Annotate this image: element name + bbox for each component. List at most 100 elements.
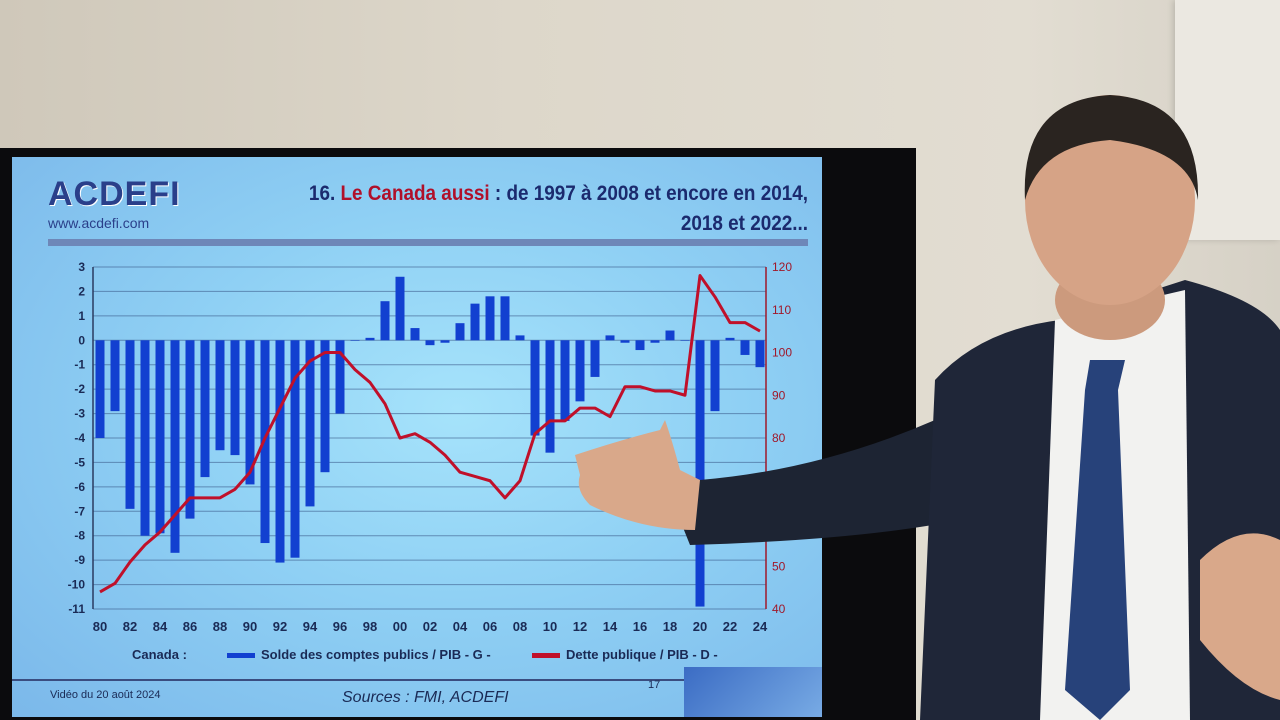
bar (575, 340, 585, 402)
y-left-tick-label: -2 (74, 382, 85, 396)
bar (170, 340, 180, 553)
y-right-tick-label: 110 (772, 303, 791, 317)
legend-label: Dette publique / PIB - D - (566, 647, 718, 662)
bar (350, 340, 360, 341)
debt-line (99, 274, 761, 594)
y-right-tick-label: 90 (772, 388, 786, 402)
y-left-tick-label: -3 (74, 407, 85, 421)
bar (125, 340, 135, 509)
x-tick-label: 02 (423, 619, 437, 634)
bar (95, 340, 105, 438)
y-right-tick-label: 50 (772, 559, 786, 573)
bar (275, 340, 285, 563)
bar (500, 296, 510, 341)
bar (740, 340, 750, 355)
bar (140, 340, 150, 536)
bar (200, 340, 210, 478)
y-left-tick-label: 3 (78, 260, 85, 274)
x-tick-label: 96 (333, 619, 347, 634)
x-tick-label: 04 (453, 619, 468, 634)
bar (680, 340, 690, 341)
presenter-hand (575, 420, 700, 530)
y-right-tick-label: 100 (772, 346, 792, 360)
bar (545, 340, 555, 453)
bar (215, 340, 225, 451)
presentation-slide: ACDEFI www.acdefi.com 16. Le Canada auss… (12, 157, 822, 717)
y-right-tick-label: 120 (772, 260, 792, 274)
globe-graphic (684, 667, 822, 717)
title-divider (48, 239, 808, 246)
legend-label: Solde des comptes publics / PIB - G - (261, 647, 491, 662)
y-left-tick-label: -6 (74, 480, 85, 494)
bar (530, 340, 540, 436)
sources: Sources : FMI, ACDEFI (342, 689, 509, 706)
y-left-tick-label: -1 (74, 358, 85, 372)
bar (230, 340, 240, 456)
y-left-tick-label: -8 (74, 529, 85, 543)
x-tick-label: 94 (303, 619, 318, 634)
bar (605, 335, 615, 341)
x-tick-label: 80 (93, 619, 107, 634)
bar (620, 340, 630, 343)
bar (650, 340, 660, 343)
bar (335, 340, 345, 414)
title-number: 16. (308, 182, 336, 205)
title-rest: : de 1997 à 2008 et encore en 2014, (494, 182, 808, 205)
bar (110, 340, 120, 412)
x-tick-label: 20 (693, 619, 707, 634)
video-date: Vidéo du 20 août 2024 (50, 689, 161, 701)
legend-item-debt: Dette publique / PIB - D - (532, 647, 718, 662)
x-tick-label: 06 (483, 619, 497, 634)
bar (560, 340, 570, 421)
bar (485, 296, 495, 341)
legend-item-balance: Solde des comptes publics / PIB - G - (227, 647, 491, 662)
presenter-right-hand (1200, 533, 1280, 700)
x-tick-label: 16 (633, 619, 647, 634)
x-tick-label: 22 (723, 619, 737, 634)
bar (155, 340, 165, 534)
y-left-tick-label: -9 (74, 553, 85, 567)
x-tick-label: 90 (243, 619, 257, 634)
bar (290, 340, 300, 558)
bar (320, 340, 330, 473)
y-left-tick-label: 2 (78, 284, 85, 298)
x-tick-label: 18 (663, 619, 677, 634)
legend-swatch-line (532, 653, 560, 659)
y-left-tick-label: 1 (78, 309, 85, 323)
bar (410, 328, 420, 341)
logo-url: www.acdefi.com (48, 215, 150, 231)
bar (185, 340, 195, 519)
footer-divider (12, 679, 712, 681)
x-tick-label: 82 (123, 619, 137, 634)
y-left-tick-label: 0 (78, 333, 85, 347)
bar (380, 301, 390, 341)
legend-prefix: Canada : (132, 647, 187, 662)
y-right-tick-label: 40 (772, 602, 786, 616)
bar (365, 337, 375, 341)
slide-title: 16. Le Canada aussi : de 1997 à 2008 et … (232, 179, 808, 239)
bar (305, 340, 315, 507)
x-tick-label: 00 (393, 619, 407, 634)
legend-swatch-bar (227, 653, 255, 659)
bar (725, 337, 735, 341)
bar (755, 340, 765, 368)
x-tick-label: 14 (603, 619, 618, 634)
bar (425, 340, 435, 346)
x-tick-label: 84 (153, 619, 168, 634)
y-left-tick-label: -7 (74, 504, 85, 518)
bar (440, 340, 450, 343)
bar (635, 340, 645, 351)
bar (515, 335, 525, 341)
y-left-tick-label: -10 (68, 578, 86, 592)
title-highlight: Le Canada aussi (340, 182, 490, 205)
y-right-tick-label: 80 (772, 431, 786, 445)
x-tick-label: 12 (573, 619, 587, 634)
acdefi-logo: ACDEFI (48, 175, 181, 213)
x-tick-label: 88 (213, 619, 227, 634)
x-tick-label: 98 (363, 619, 377, 634)
presenter-hair (1024, 95, 1199, 200)
bar (470, 303, 480, 341)
x-tick-label: 92 (273, 619, 287, 634)
x-tick-label: 10 (543, 619, 557, 634)
